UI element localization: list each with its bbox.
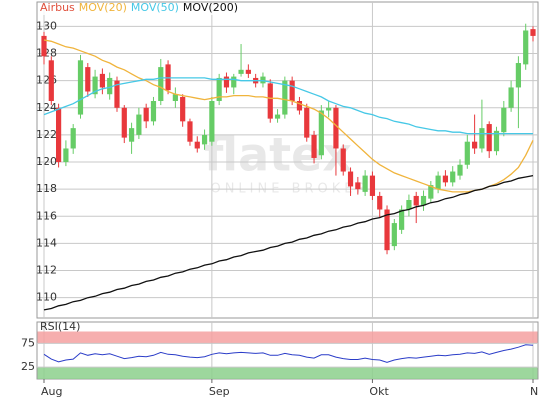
candle-body <box>238 69 244 74</box>
candle-body <box>85 67 91 92</box>
candle-body <box>92 76 98 95</box>
candle-body <box>107 77 113 95</box>
candle-body <box>274 114 281 119</box>
y-tick-label: 114 <box>36 236 57 249</box>
candle-body <box>158 67 164 102</box>
legend-entry: Airbus <box>40 1 75 14</box>
candle-body <box>245 69 251 74</box>
candle-body <box>420 195 427 206</box>
y-tick-label: 120 <box>36 155 57 168</box>
candle-body <box>187 121 193 142</box>
candle-body <box>413 195 419 206</box>
moving-average-line <box>43 77 533 135</box>
rsi-band <box>37 331 538 344</box>
candle-body <box>442 175 449 183</box>
candle-body <box>384 209 390 251</box>
y-tick-label: 122 <box>36 128 57 141</box>
x-tick-label: N <box>530 385 538 398</box>
candle-body <box>399 209 405 230</box>
candle-body <box>136 114 142 135</box>
candle-body <box>523 30 529 65</box>
legend-bg <box>38 3 242 15</box>
candle-body <box>121 107 127 138</box>
candle-body <box>77 60 84 115</box>
candle-body <box>362 175 368 192</box>
candle-body <box>150 101 157 122</box>
rsi-tick-label: 25 <box>21 360 35 373</box>
candle-body <box>406 200 412 210</box>
candle-body <box>194 141 200 149</box>
y-tick-label: 112 <box>36 264 57 277</box>
candle-body <box>355 182 361 190</box>
y-tick-label: 118 <box>36 182 57 195</box>
x-tick-label: Aug <box>41 385 62 398</box>
candle-body <box>128 128 135 142</box>
candle-body <box>304 107 310 138</box>
candle-body <box>391 223 397 247</box>
x-tick-label: Sep <box>209 385 230 398</box>
candle-body <box>486 124 492 152</box>
candle-body <box>41 35 47 57</box>
rsi-band <box>37 367 538 379</box>
candle-body <box>377 195 383 210</box>
candle-body <box>231 76 237 88</box>
rsi-tick-label: 75 <box>21 336 35 349</box>
candle-body <box>282 80 288 115</box>
y-tick-label: 110 <box>36 291 57 304</box>
candle-body <box>450 171 456 183</box>
candle-body <box>340 148 346 172</box>
candle-body <box>63 148 69 163</box>
candle-body <box>479 128 485 149</box>
candle-body <box>172 94 178 102</box>
candle-body <box>48 60 54 102</box>
x-tick-label: Okt <box>369 385 389 398</box>
candle-body <box>369 175 376 196</box>
candle-body <box>209 101 215 142</box>
rsi-label: RSI(14) <box>40 320 80 333</box>
candle-body <box>326 107 332 111</box>
candle-body <box>311 134 317 158</box>
candle-body <box>216 77 222 102</box>
candle-body <box>260 76 266 84</box>
candle-body <box>464 141 470 165</box>
moving-average-line <box>43 39 534 193</box>
y-tick-label: 116 <box>36 209 57 222</box>
candle-body <box>347 171 354 187</box>
candle-body <box>333 107 339 149</box>
y-tick-label: 124 <box>36 101 57 114</box>
moving-average-line <box>43 174 534 311</box>
legend-entry: MOV(50) <box>131 1 179 14</box>
candle-body <box>55 107 62 163</box>
candle-body <box>99 73 105 88</box>
candle-body <box>318 110 324 156</box>
candle-body <box>515 63 522 88</box>
candle-body <box>428 185 434 199</box>
candle-body <box>457 164 463 176</box>
candle-body <box>296 101 303 111</box>
candle-body <box>114 80 120 108</box>
watermark: flatex ONLINE BROKER <box>204 128 366 197</box>
candle-body <box>223 76 230 88</box>
y-tick-label: 130 <box>36 19 57 32</box>
candle-body <box>180 96 186 122</box>
candle-body <box>493 130 500 152</box>
rsi-line <box>43 344 534 363</box>
candle-body <box>435 175 441 190</box>
legend-entry: MOV(20) <box>79 1 127 14</box>
candle-body <box>472 141 478 149</box>
candle-body <box>530 29 536 36</box>
candle-body <box>267 83 273 119</box>
watermark-logo: flatex <box>204 128 352 182</box>
candle-body <box>289 80 295 102</box>
candle-body <box>201 134 208 145</box>
candle-body <box>143 107 149 122</box>
legend-entry: MOV(200) <box>183 1 238 14</box>
candle-body <box>508 87 514 108</box>
candle-body <box>70 128 76 149</box>
main-panel <box>36 1 539 319</box>
candle-body <box>501 107 507 133</box>
